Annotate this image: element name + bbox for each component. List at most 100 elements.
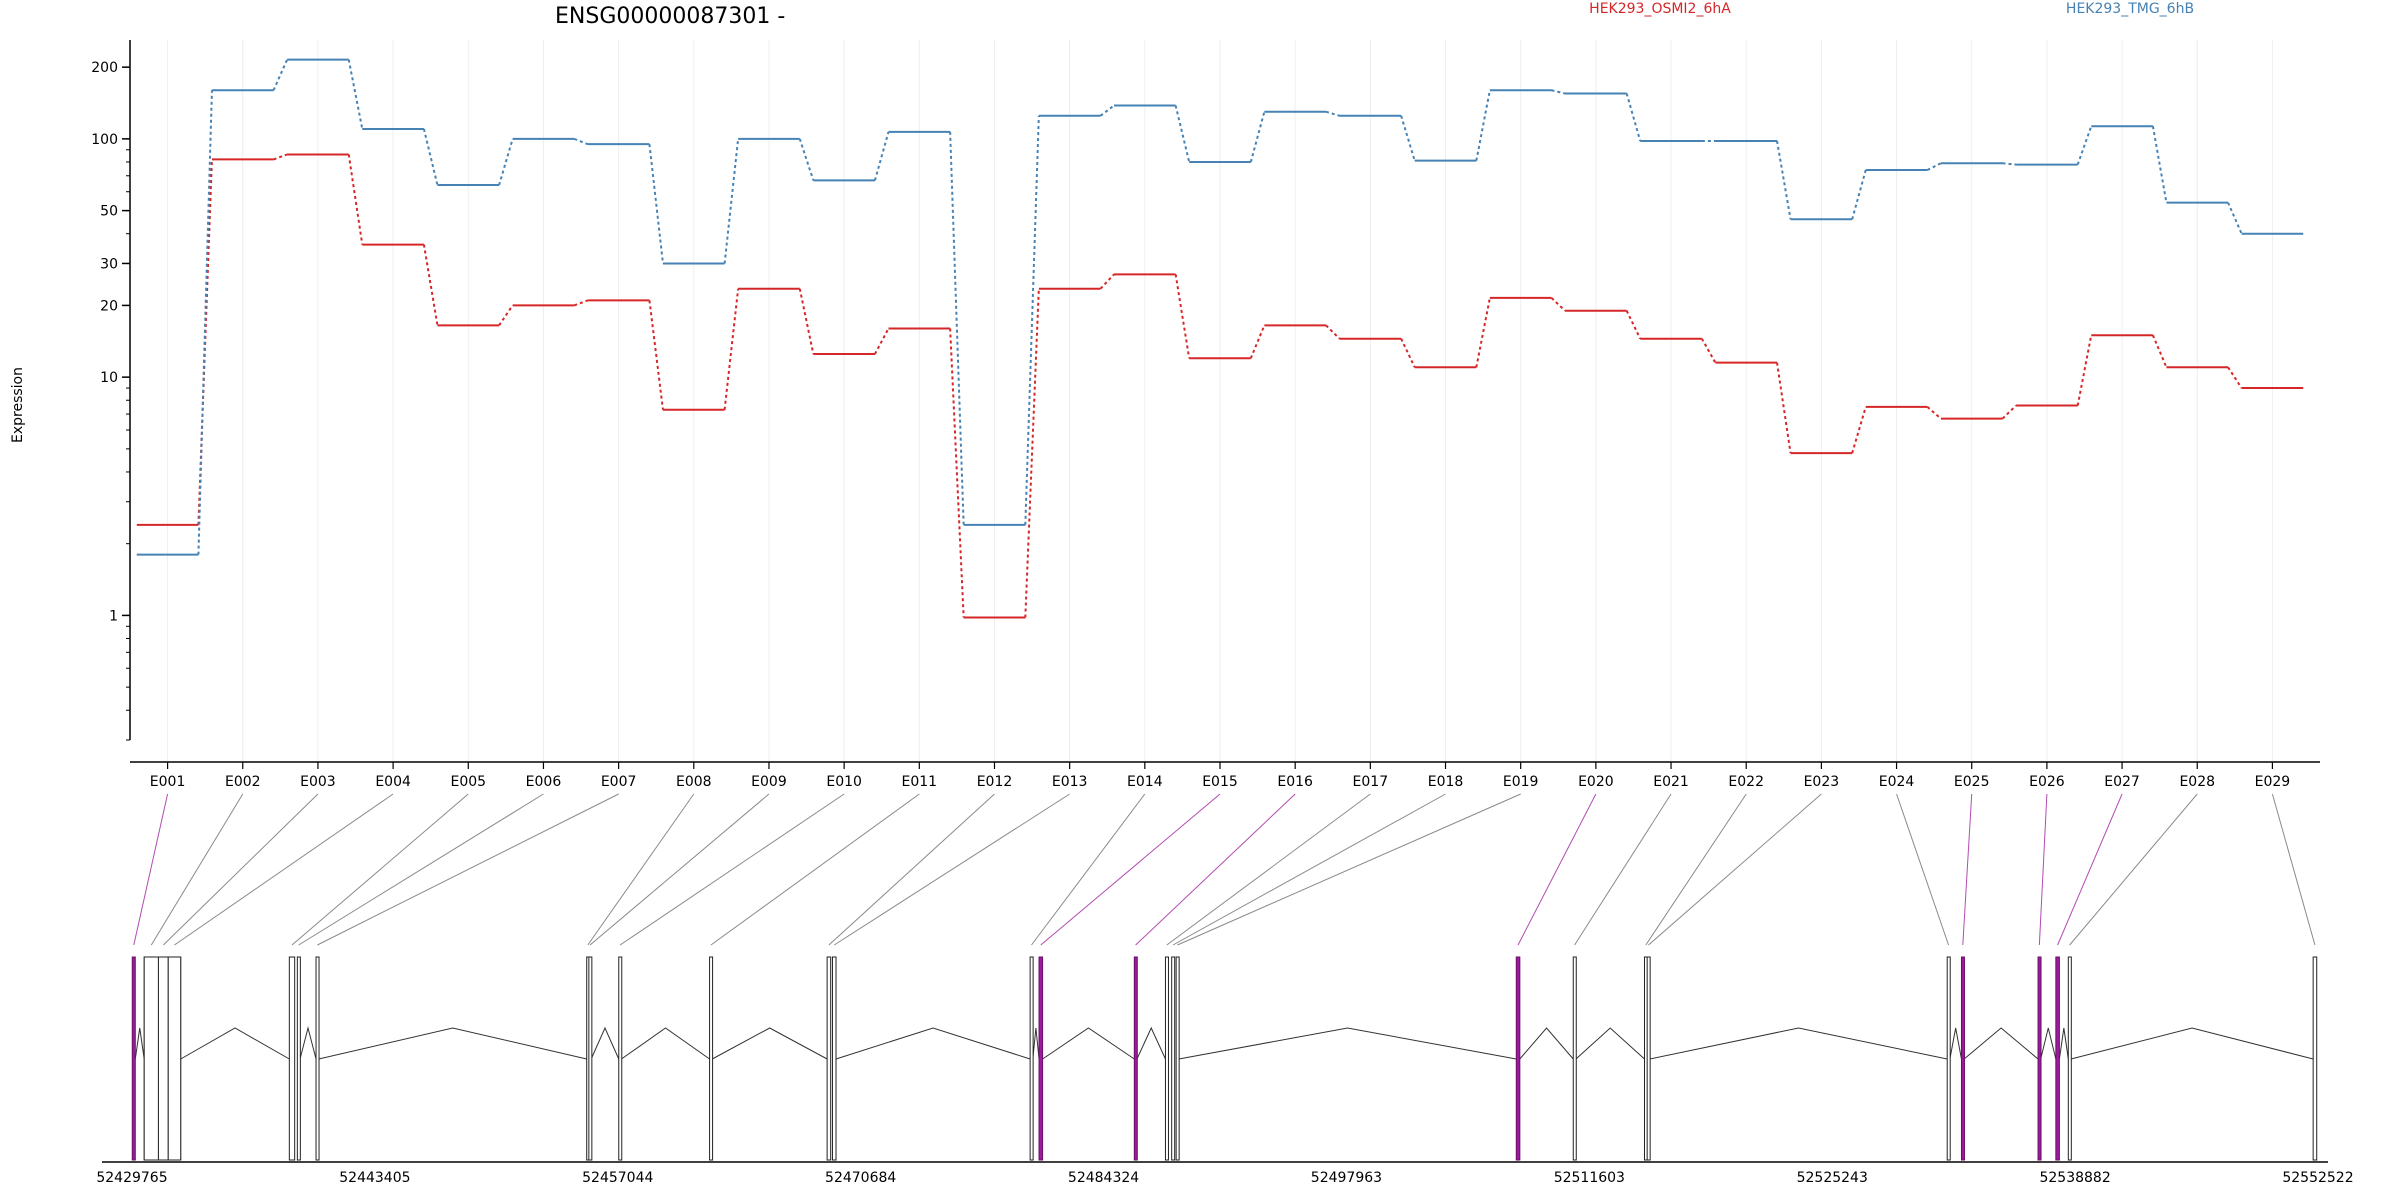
series-connector — [1625, 93, 1642, 142]
chart-title: ENSG00000087301 - — [555, 4, 785, 29]
x-tick-label: E029 — [2255, 774, 2291, 790]
y-tick-label: 10 — [100, 370, 118, 386]
intron — [2070, 1027, 2314, 1060]
series-connector — [723, 288, 740, 410]
exon-E023 — [1646, 956, 1651, 1161]
series-connector — [1099, 104, 1115, 117]
exon-E017 — [1164, 956, 1169, 1161]
exon-E004 — [167, 956, 182, 1161]
connector-E002 — [150, 793, 244, 946]
series-connector — [2151, 334, 2168, 368]
series-connector — [874, 328, 890, 355]
x-tick-label: E005 — [450, 774, 486, 790]
genomic-tick-label: 52457044 — [582, 1170, 653, 1186]
series-connector — [1700, 338, 1717, 364]
series-connector — [1325, 110, 1340, 117]
exon-E012 — [826, 956, 832, 1161]
exon-E002 — [143, 956, 159, 1161]
x-tick-label: E018 — [1428, 774, 1464, 790]
x-tick-label: E001 — [150, 774, 186, 790]
connector-E020 — [1517, 793, 1597, 946]
intron — [621, 1027, 710, 1060]
intron — [1949, 1027, 1962, 1060]
legend-entry: HEK293_OSMI2_6hA — [1589, 1, 1731, 17]
series-connector — [648, 300, 664, 410]
x-tick-label: E010 — [826, 774, 862, 790]
x-tick-label: E004 — [375, 774, 411, 790]
x-tick-label: E028 — [2179, 774, 2215, 790]
exon-E029 — [2312, 956, 2318, 1161]
series-connector — [1926, 162, 1942, 171]
intron — [1032, 1027, 1040, 1060]
exon-E005 — [288, 956, 296, 1161]
x-tick-label: E015 — [1202, 774, 1238, 790]
legend-entry: HEK293_TMG_6hB — [2066, 1, 2194, 17]
connector-E007 — [317, 793, 619, 946]
connector-E026 — [2038, 793, 2048, 946]
series-connector — [2227, 202, 2243, 235]
series-connector — [1475, 297, 1491, 368]
exon-E027 — [2055, 956, 2060, 1161]
series-connector — [1625, 310, 1642, 340]
x-tick-label: E016 — [1277, 774, 1313, 790]
series-connector — [573, 137, 589, 146]
connector-E025 — [1962, 793, 1973, 946]
y-tick-label: 50 — [100, 204, 118, 220]
series-connector — [1550, 297, 1566, 312]
connector-E014 — [1031, 793, 1146, 946]
x-tick-label: E022 — [1728, 774, 1764, 790]
y-axis-label: Expression — [10, 367, 26, 443]
y-tick-label: 20 — [100, 298, 118, 314]
connector-E017 — [1166, 793, 1371, 946]
series-connector — [1024, 115, 1040, 525]
connector-E024 — [1896, 793, 1950, 946]
connector-E001 — [133, 793, 169, 946]
x-tick-label: E012 — [977, 774, 1013, 790]
series-connector — [1249, 111, 1266, 163]
intron — [1042, 1027, 1135, 1060]
x-tick-label: E023 — [1804, 774, 1840, 790]
exon-E011 — [709, 956, 714, 1161]
connector-E005 — [291, 793, 469, 946]
connector-E022 — [1645, 793, 1747, 946]
intron — [299, 1026, 317, 1060]
x-axis: E001 E002 E003 E004 E005 E006 E007 E008 E009 E010… — [130, 761, 2320, 790]
x-tick-label: E026 — [2029, 774, 2065, 790]
exon-E016 — [1133, 956, 1138, 1161]
connector-E003 — [162, 793, 319, 946]
x-tick-label: E027 — [2104, 774, 2140, 790]
intron — [134, 1027, 145, 1060]
series-connector — [498, 138, 514, 186]
x-tick-label: E003 — [300, 774, 336, 790]
series-connector — [798, 288, 815, 355]
intron — [590, 1026, 620, 1060]
series-connector — [573, 299, 589, 307]
series-connector — [422, 244, 439, 326]
genomic-tick-label: 52429765 — [96, 1170, 167, 1186]
series-connector — [1325, 324, 1341, 340]
series-connector — [1174, 105, 1191, 163]
x-tick-label: E011 — [902, 774, 938, 790]
series-connector — [422, 128, 439, 186]
series-connector — [723, 138, 740, 264]
series-connector — [1400, 115, 1416, 161]
y-tick-label: 100 — [91, 132, 118, 148]
series-connector — [949, 328, 965, 618]
exon-E013 — [831, 956, 837, 1161]
series-connector — [1776, 140, 1792, 220]
connector-E015 — [1040, 793, 1221, 946]
exon-E006 — [296, 956, 301, 1161]
series-connector — [347, 154, 364, 245]
series-connector — [2001, 404, 2017, 420]
legend: HEK293_OSMI2_6hA HEK293_TMG_6hB — [1589, 1, 2194, 17]
connector-E016 — [1135, 793, 1296, 946]
exon-E014 — [1029, 956, 1034, 1161]
connector-E010 — [619, 793, 845, 946]
series-connector — [1926, 406, 1942, 420]
series-connector — [1851, 169, 1867, 220]
x-tick-label: E025 — [1954, 774, 1990, 790]
series-connector — [1174, 274, 1191, 359]
series-HEK293_TMG_6hB — [136, 58, 2304, 556]
connector-E011 — [710, 793, 920, 946]
